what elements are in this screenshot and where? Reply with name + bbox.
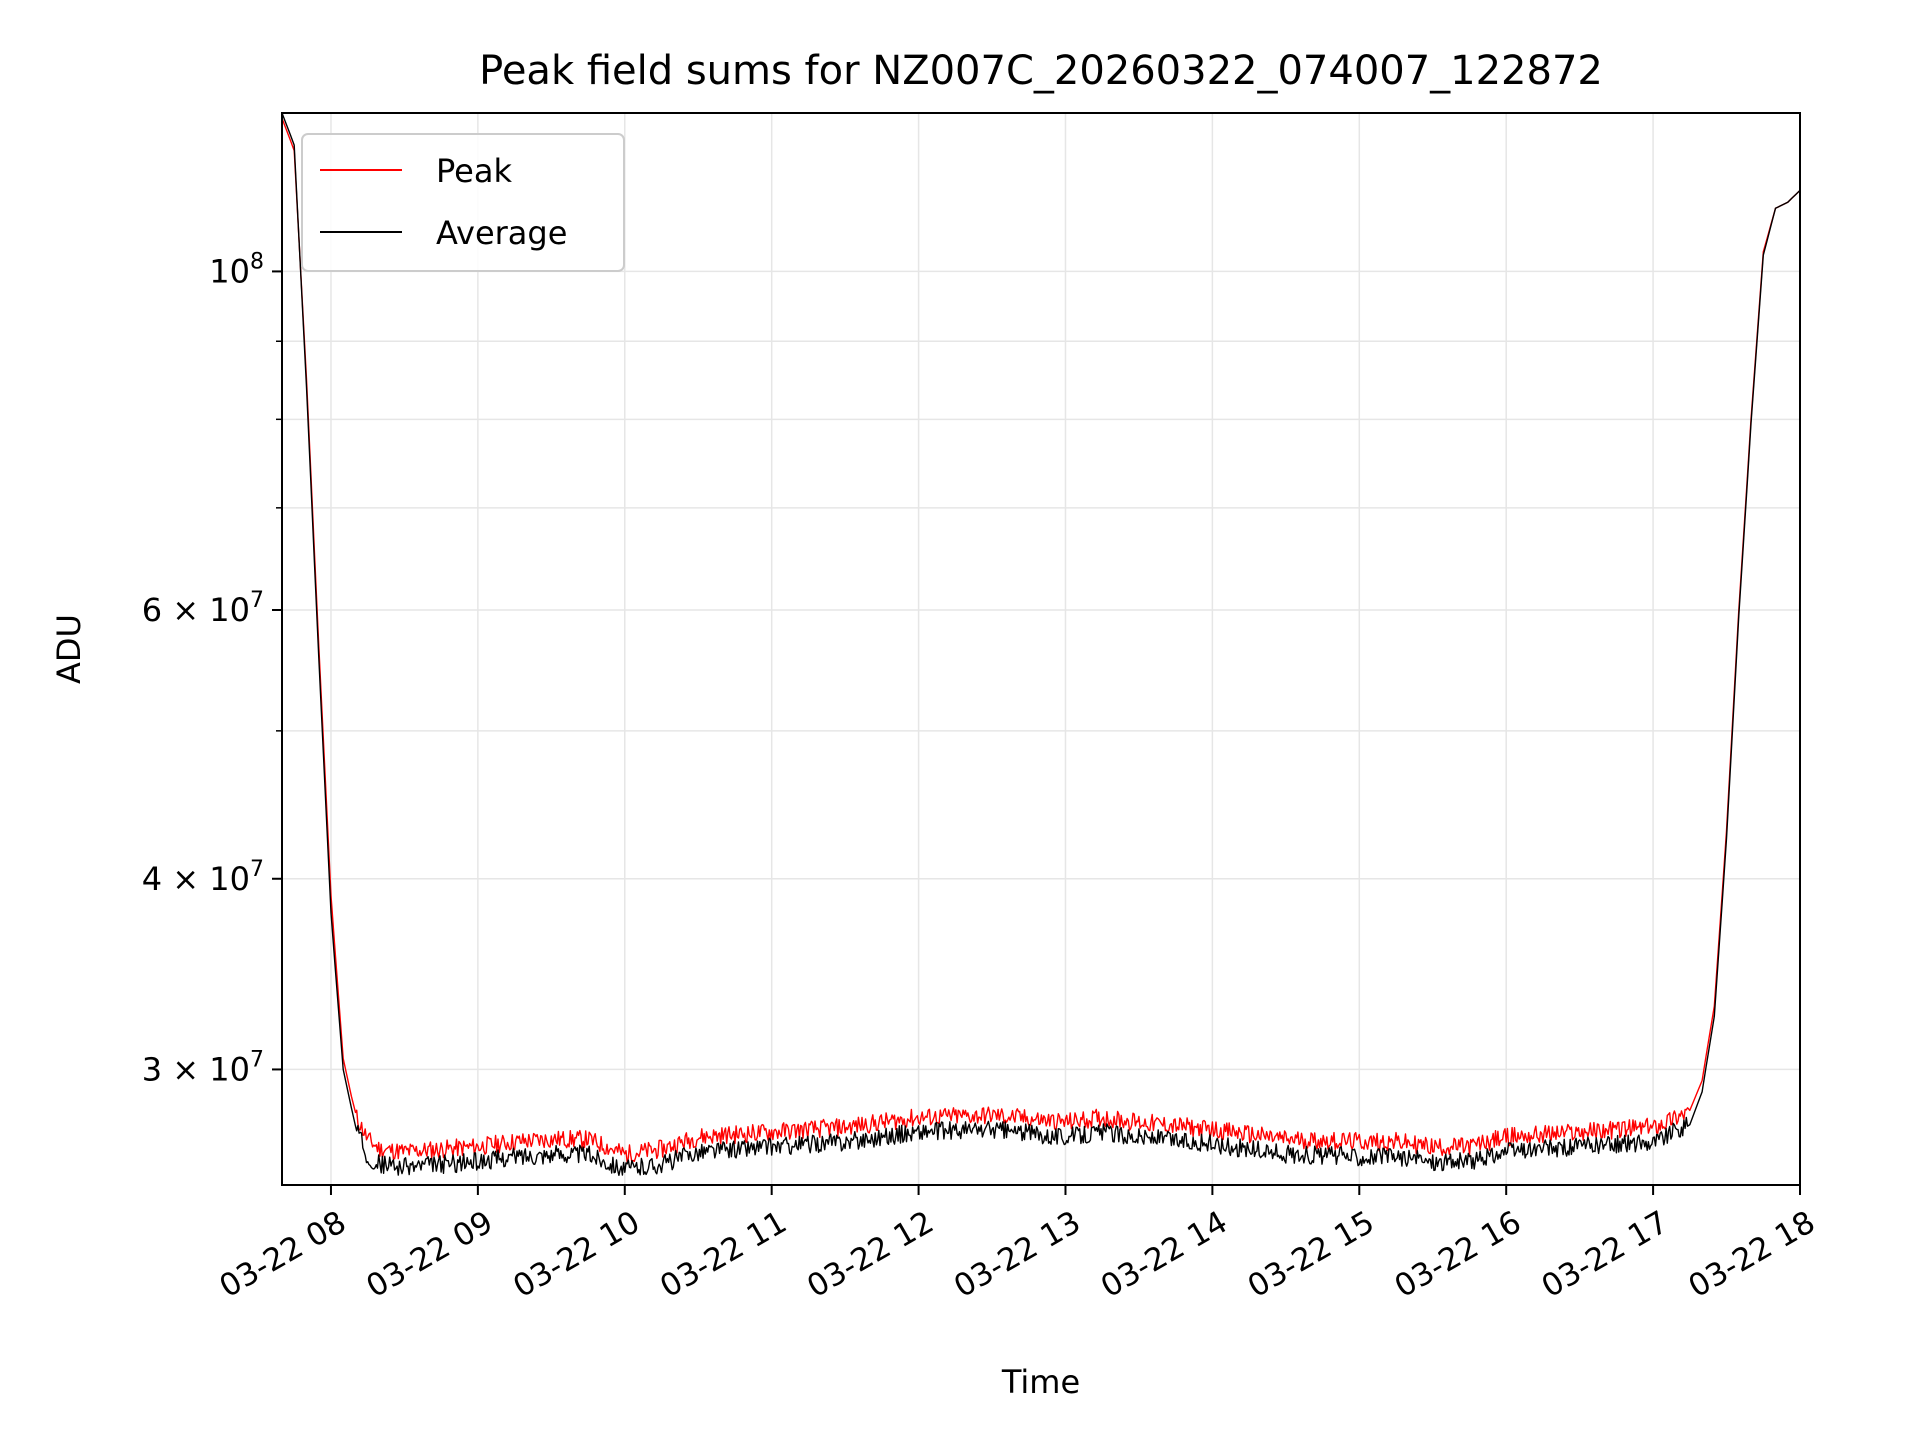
legend-box <box>301 133 625 272</box>
y-tick-label: 4 × 107 <box>142 857 264 898</box>
series-layer <box>281 112 1801 1177</box>
x-axis-label: Time <box>1001 1363 1080 1401</box>
legend-label-average: Average <box>436 214 567 252</box>
series-line-average <box>281 112 1801 1177</box>
chart-title: Peak field sums for NZ007C_20260322_0740… <box>479 48 1603 94</box>
plot-frame <box>281 112 1801 1186</box>
y-tick-label: 3 × 107 <box>142 1047 264 1088</box>
legend-label-peak: Peak <box>436 152 512 190</box>
y-tick-label: 6 × 107 <box>142 588 264 629</box>
y-axis-label: ADU <box>50 614 88 684</box>
legend: Peak Average <box>301 133 625 272</box>
y-tick-label: 108 <box>209 249 264 290</box>
y-axis: 3 × 107 4 × 107 6 × 107 108 <box>142 249 282 1088</box>
